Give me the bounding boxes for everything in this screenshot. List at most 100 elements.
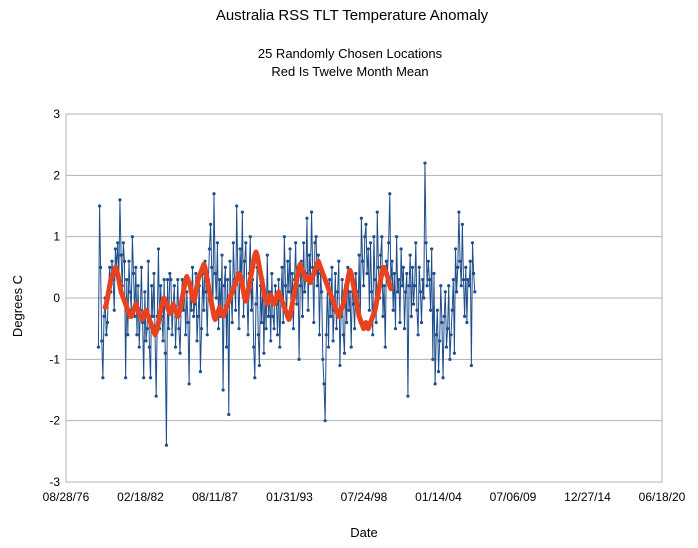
data-point — [461, 278, 466, 282]
data-point — [156, 247, 161, 251]
data-point — [372, 235, 376, 239]
data-point — [121, 241, 125, 245]
data-point — [459, 284, 463, 288]
data-point — [334, 327, 339, 331]
data-point — [348, 290, 352, 294]
data-point — [266, 314, 271, 318]
data-point — [321, 357, 325, 361]
data-point — [455, 290, 459, 294]
data-point — [145, 327, 149, 331]
data-point — [342, 351, 347, 355]
data-point — [370, 290, 374, 294]
data-point — [241, 314, 246, 318]
data-point — [164, 443, 169, 447]
data-point — [457, 210, 461, 214]
data-point — [468, 259, 472, 263]
data-point — [163, 351, 167, 355]
data-point — [336, 290, 340, 294]
data-point — [337, 259, 341, 263]
x-tick-label: 01/31/93 — [266, 490, 313, 504]
data-point — [394, 235, 399, 239]
series-1 — [96, 161, 477, 447]
data-point — [447, 284, 451, 288]
data-point — [189, 308, 193, 312]
data-point — [452, 351, 456, 355]
data-point — [391, 308, 395, 312]
data-point — [214, 296, 218, 300]
data-point — [168, 271, 172, 276]
data-point — [413, 284, 417, 288]
data-point — [421, 278, 425, 282]
data-point — [443, 290, 447, 294]
data-point — [186, 320, 190, 325]
data-point — [380, 235, 384, 239]
data-point — [184, 333, 188, 337]
data-point — [240, 210, 244, 214]
data-point — [297, 357, 301, 361]
data-point — [137, 345, 141, 349]
data-point — [410, 265, 415, 269]
data-point — [374, 320, 378, 325]
data-point — [417, 265, 421, 269]
data-point — [172, 284, 176, 288]
data-point — [231, 241, 235, 245]
y-tick-label: -2 — [49, 414, 60, 428]
data-point — [442, 314, 446, 318]
y-tick-label: 1 — [53, 230, 60, 244]
data-point — [465, 320, 469, 325]
data-point — [130, 235, 134, 239]
data-point — [100, 339, 104, 343]
data-point — [165, 278, 170, 282]
data-point — [221, 388, 225, 392]
data-point — [291, 327, 295, 331]
data-point — [173, 345, 178, 349]
data-point — [290, 271, 294, 276]
data-point — [401, 265, 405, 269]
data-point — [230, 320, 234, 325]
data-point — [282, 235, 286, 239]
data-point — [326, 345, 331, 349]
data-point — [340, 278, 344, 282]
data-point — [416, 333, 420, 337]
x-tick-label: 06/18/20 — [639, 490, 686, 504]
chart-title: Australia RSS TLT Temperature Anomaly — [216, 7, 489, 24]
data-point — [238, 247, 242, 251]
y-axis-label: Degrees C — [10, 275, 25, 337]
data-point — [406, 394, 410, 398]
data-point — [441, 376, 445, 380]
data-point — [287, 290, 291, 294]
data-point — [338, 363, 342, 368]
series-2 — [102, 249, 394, 338]
data-point — [110, 259, 114, 263]
data-point — [177, 327, 181, 331]
series-line — [102, 249, 394, 338]
data-point — [427, 278, 432, 282]
data-point — [288, 247, 292, 251]
data-point — [254, 302, 258, 306]
data-point — [228, 259, 232, 263]
data-point — [257, 363, 261, 368]
data-point — [243, 259, 247, 263]
data-point — [139, 265, 144, 269]
data-point — [150, 284, 154, 288]
data-point — [306, 308, 310, 312]
data-point — [469, 363, 473, 368]
data-point — [286, 259, 290, 263]
data-point — [264, 327, 268, 331]
data-point — [362, 284, 366, 288]
data-point — [215, 241, 220, 245]
data-point — [194, 271, 198, 276]
data-point — [271, 314, 275, 318]
data-point — [463, 314, 467, 318]
data-point — [281, 320, 285, 325]
data-point — [275, 333, 280, 337]
data-point — [397, 278, 401, 282]
data-point — [411, 302, 416, 306]
data-point — [270, 271, 274, 276]
data-point — [97, 204, 102, 208]
chart-subtitle-line-2: Red Is Twelve Month Mean — [271, 64, 428, 79]
data-point — [161, 339, 165, 343]
data-point — [246, 333, 250, 337]
data-point — [363, 235, 367, 239]
